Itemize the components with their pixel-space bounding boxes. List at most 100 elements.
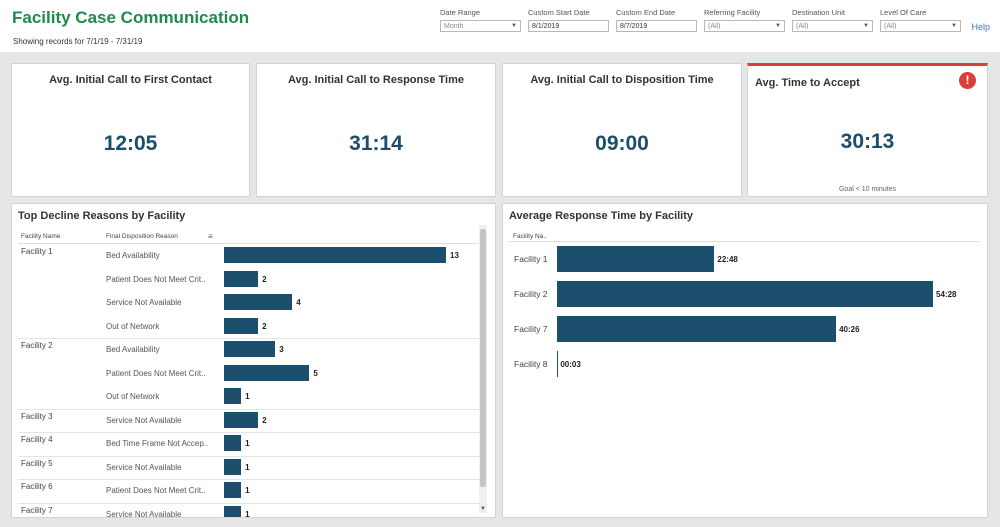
decline-reason: Patient Does Not Meet Crit.. [106,486,206,495]
scrollbar-thumb[interactable] [480,229,486,487]
select-value: (All) [796,23,809,30]
decline-reason: Service Not Available [106,509,182,518]
bar-value-label: 1 [245,486,250,495]
column-header-reason[interactable]: Final Disposition Reason [106,233,178,240]
bar[interactable] [224,294,293,310]
table-row[interactable]: Facility 2 Bed Availability 3 [12,338,482,362]
table-row[interactable]: Facility 7 40:26 [503,312,987,347]
bar[interactable] [557,281,933,307]
bar[interactable] [557,316,837,342]
row-divider [18,338,482,339]
bar-value-label: 2 [262,321,267,331]
bar-value-label: 3 [279,345,284,354]
destination-unit-select[interactable]: (All) ▼ [792,20,873,32]
input-value: 8/1/2019 [532,23,560,30]
bar[interactable] [557,246,715,272]
table-row[interactable]: Facility 8 00:03 [503,347,987,382]
table-row[interactable]: Service Not Available 4 [12,291,482,315]
bar-value-label: 00:03 [560,360,581,369]
input-value: 8/7/2019 [620,23,648,30]
bar[interactable] [224,270,259,287]
end-date-input[interactable]: 8/7/2019 [616,20,697,32]
bar-value-label: 54:28 [936,290,957,299]
kpi-card-response-time: Avg. Initial Call to Response Time 31:14 [256,63,496,197]
help-link[interactable]: Help [971,22,990,32]
filter-start-date: Custom Start Date 8/1/2019 [528,8,609,32]
bar-value-label: 1 [245,439,250,448]
filter-label: Date Range [440,8,481,17]
bar[interactable] [224,435,242,451]
row-divider [18,502,482,504]
bar[interactable] [224,247,446,263]
date-range-select[interactable]: Month ▼ [440,20,521,32]
table-row[interactable]: Facility 5 Service Not Available 1 [12,456,482,480]
start-date-input[interactable]: 8/1/2019 [528,20,609,32]
facility-name: Facility 7 [514,324,548,334]
filter-level-of-care: Level Of Care (All) ▼ [880,8,961,32]
facility-name: Facility 1 [21,247,53,256]
kpi-title: Avg. Initial Call to Disposition Time [530,74,714,86]
table-row[interactable]: Facility 1 Bed Availability 13 [12,244,482,268]
bar-value-label: 2 [262,274,267,284]
kpi-card-first-contact: Avg. Initial Call to First Contact 12:05 [11,63,250,197]
table-row[interactable]: Facility 7 Service Not Available 1 [12,503,482,518]
row-divider [18,408,482,410]
bar-value-label: 13 [450,251,459,260]
bar[interactable] [224,388,242,404]
kpi-value: 09:00 [595,132,649,155]
table-row[interactable]: Out of Network 1 [12,385,482,409]
decline-reason: Service Not Available [106,462,182,472]
page-subtitle: Showing records for 7/1/19 - 7/31/19 [13,37,143,46]
facility-name: Facility 3 [21,411,53,421]
chevron-down-icon: ▼ [863,23,869,29]
filter-label: Referring Facility [704,8,761,17]
row-divider [18,479,482,480]
filter-end-date: Custom End Date 8/7/2019 [616,8,697,32]
table-row[interactable]: Patient Does Not Meet Crit.. 2 [12,268,482,292]
kpi-card-time-to-accept: Avg. Time to Accept ! 30:13 Goal < 10 mi… [747,63,988,197]
column-header-facility[interactable]: Facility Name [21,233,61,240]
decline-reason: Patient Does Not Meet Crit.. [106,274,206,284]
chevron-down-icon: ▼ [951,23,957,29]
table-row[interactable]: Patient Does Not Meet Crit.. 5 [12,362,482,386]
bar[interactable] [224,505,242,517]
decline-scrollbar[interactable]: ▼ [479,225,487,513]
facility-name: Facility 4 [21,435,53,444]
kpi-value: 30:13 [840,130,895,153]
scroll-down-icon[interactable]: ▼ [480,506,486,512]
row-divider [18,455,482,457]
filter-destination-unit: Destination Unit (All) ▼ [792,8,873,32]
table-row[interactable]: Out of Network 2 [12,315,482,339]
bar-value-label: 22:48 [717,255,738,264]
decline-reason: Patient Does Not Meet Crit.. [106,368,206,378]
response-time-panel: Average Response Time by Facility Facili… [502,203,988,518]
bar[interactable] [224,317,259,334]
bar-value-label: 1 [245,509,250,518]
select-value: (All) [884,23,897,30]
bar[interactable] [224,411,259,428]
bar-value-label: 4 [296,298,301,307]
table-row[interactable]: Facility 6 Patient Does Not Meet Crit.. 1 [12,479,482,503]
kpi-goal: Goal < 10 minutes [838,186,896,193]
page-title: Facility Case Communication [12,8,250,27]
level-of-care-select[interactable]: (All) ▼ [880,20,961,32]
bar[interactable] [224,341,276,357]
filter-date-range: Date Range Month ▼ [440,8,521,32]
facility-name: Facility 6 [21,482,53,491]
select-value: Month [444,23,464,30]
kpi-value: 12:05 [103,132,158,155]
column-header-facility[interactable]: Facility Na.. [513,233,547,240]
sort-icon[interactable]: ≡ [208,232,213,241]
header-divider [509,241,979,242]
referring-facility-select[interactable]: (All) ▼ [704,20,785,32]
panel-title: Average Response Time by Facility [509,210,694,222]
table-row[interactable]: Facility 1 22:48 [503,242,987,277]
bar[interactable] [224,482,242,498]
table-row[interactable]: Facility 4 Bed Time Frame Not Accep.. 1 [12,432,482,456]
bar[interactable] [224,364,310,381]
table-row[interactable]: Facility 2 54:28 [503,277,987,312]
filter-referring-facility: Referring Facility (All) ▼ [704,8,785,32]
header-divider [18,243,482,244]
bar[interactable] [224,458,242,475]
table-row[interactable]: Facility 3 Service Not Available 2 [12,409,482,433]
